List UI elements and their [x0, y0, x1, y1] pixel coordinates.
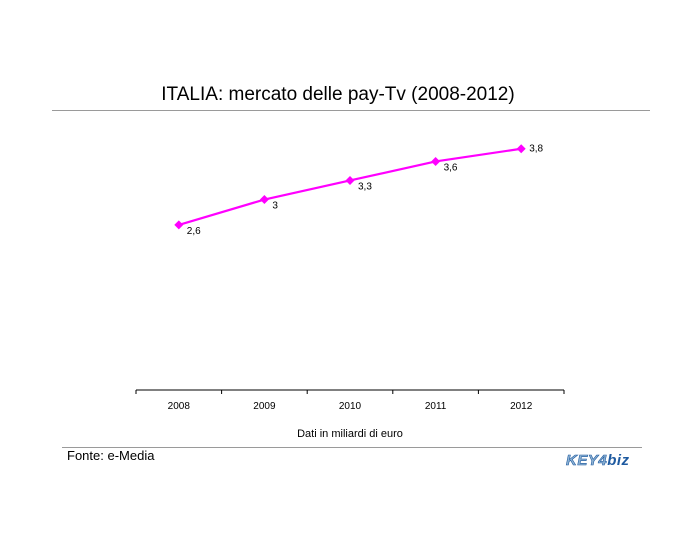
x-tick-label: 2011 [425, 401, 447, 412]
data-label: 2,6 [187, 226, 201, 237]
x-tick-label: 2009 [253, 401, 276, 412]
series-line-group: 2,6 3 3,3 3,6 3,8 [174, 144, 544, 237]
data-point [259, 195, 269, 205]
series-line [178, 147, 522, 226]
x-tick-label: 2010 [339, 401, 362, 412]
key4biz-logo[interactable]: KEY4biz [566, 452, 630, 470]
data-point [174, 220, 184, 230]
source-label: Fonte: e-Media [67, 448, 155, 463]
data-point [431, 156, 441, 166]
x-tick-label: 2008 [168, 401, 191, 412]
data-point [516, 144, 526, 154]
top-divider [52, 110, 650, 111]
data-label: 3,3 [358, 181, 372, 192]
unit-note: Dati in miliardi di euro [297, 428, 403, 440]
x-tick-label: 2012 [510, 401, 533, 412]
chart-title: ITALIA: mercato delle pay-Tv (2008-2012) [161, 84, 515, 105]
bottom-divider [62, 447, 642, 448]
data-label: 3,6 [444, 162, 458, 173]
data-label: 3 [272, 201, 278, 212]
data-label: 3,8 [529, 144, 543, 155]
x-axis: 2008 2009 2010 2011 2012 [135, 389, 565, 412]
data-point [345, 175, 355, 185]
